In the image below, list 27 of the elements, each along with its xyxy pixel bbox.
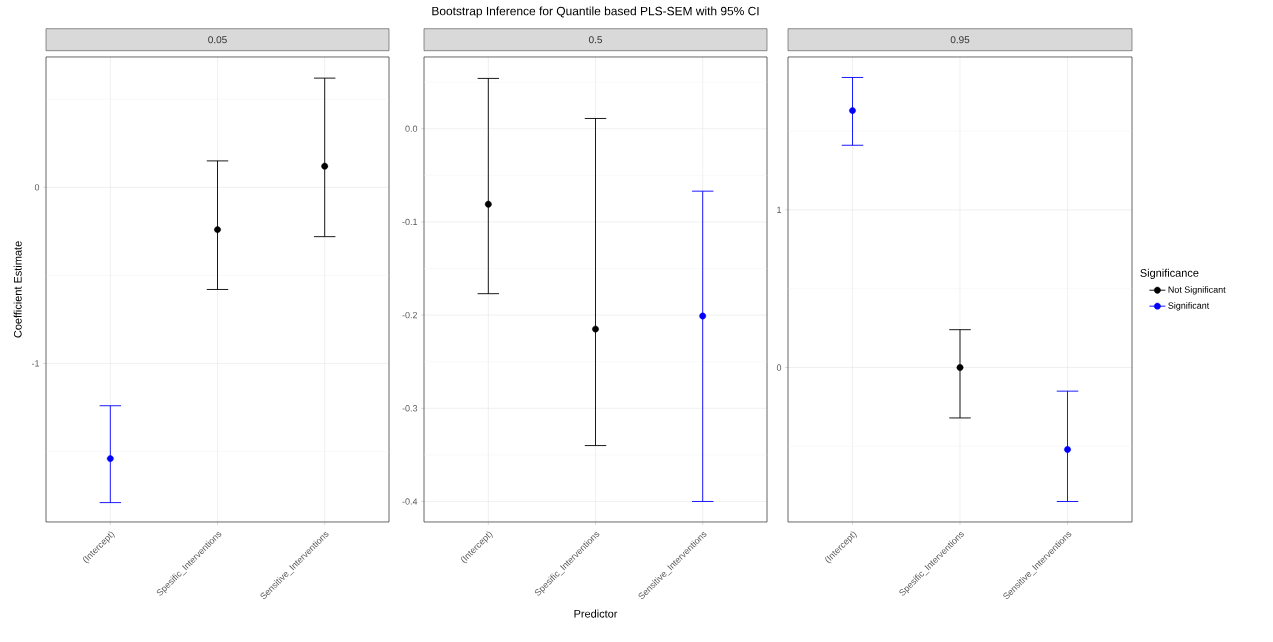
- y-tick-label: -0.2: [402, 311, 418, 319]
- y-tick-label: -0.3: [402, 405, 418, 412]
- chart-subtitle: 0.95: [950, 36, 970, 44]
- x-axis-title: Predictor: [574, 609, 618, 618]
- point: [1064, 446, 1071, 453]
- y-tick-label: -0.1: [402, 218, 418, 226]
- legend-title: Significance: [1140, 268, 1199, 280]
- point: [321, 162, 329, 170]
- y-axis-title: Coefficient Estimate: [13, 241, 22, 338]
- chart-title: Bootstrap Inference for Quantile based PLS-SEM with 95% CI: [432, 6, 759, 18]
- point: [106, 455, 114, 462]
- y-tick-label: -1: [31, 360, 40, 367]
- point: [214, 226, 221, 233]
- point: [956, 364, 964, 371]
- point: [484, 200, 492, 208]
- y-tick-label: 1: [777, 206, 782, 213]
- point: [592, 325, 599, 333]
- legend-label: Not Significant: [1168, 286, 1226, 295]
- point: [849, 107, 856, 114]
- y-tick-label: -0.4: [402, 498, 418, 505]
- point: [699, 312, 707, 320]
- chart-subtitle: 0.5: [588, 36, 603, 44]
- legend-label: Significant: [1168, 302, 1210, 311]
- y-tick-label: 0.0: [405, 125, 418, 132]
- y-tick-label: 0: [776, 364, 782, 371]
- chart-subtitle: 0.05: [208, 36, 227, 44]
- y-tick-label: 0: [34, 184, 40, 191]
